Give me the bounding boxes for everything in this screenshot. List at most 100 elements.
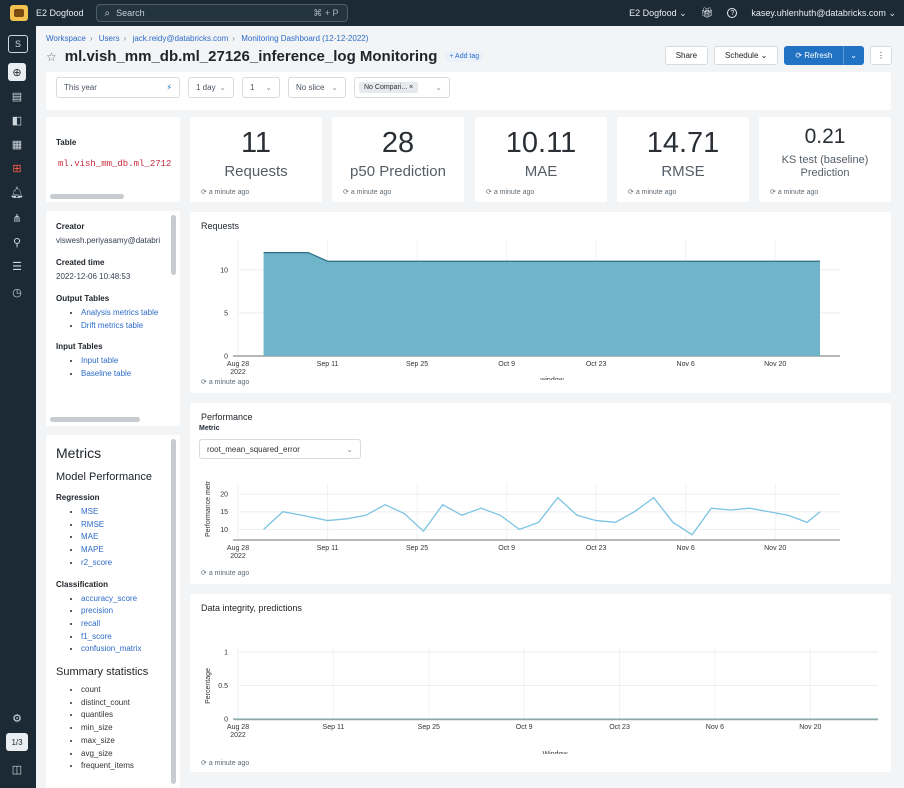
main-content: Workspace › Users › jack.reidy@databricks.… (36, 26, 904, 788)
y-tick-label: 1 (224, 650, 228, 657)
workspace-switcher[interactable]: E2 Dogfood ⌄ (629, 7, 687, 18)
chevron-down-icon: ⌄ (760, 51, 768, 60)
granularity-select[interactable]: 1 day ⌄ (188, 77, 234, 98)
list-item: min_size (81, 722, 174, 735)
metrics-title: Metrics (56, 445, 102, 461)
x-tick-label: Nov 6 (677, 361, 695, 368)
breadcrumb-users[interactable]: Users (98, 34, 120, 43)
share-button[interactable]: Share (664, 46, 709, 65)
list-item[interactable]: Analysis metrics table (81, 307, 174, 320)
alerts-icon[interactable]: 🔔︎ (10, 186, 24, 199)
list-item[interactable]: Input table (81, 355, 174, 368)
date-range-value: This year (64, 83, 97, 92)
regression-label: Regression (56, 493, 100, 502)
recents-icon[interactable]: ◧ (11, 114, 23, 127)
vertical-scrollbar[interactable] (171, 439, 176, 784)
close-icon[interactable]: × (409, 84, 414, 91)
integrity-chart-title: Data integrity, predictions (201, 603, 302, 613)
kpi-requests: 11 Requests ⟳ a minute ago (190, 117, 322, 202)
input-tables-label: Input Tables (56, 342, 103, 352)
settings-icon[interactable]: ⚙ (12, 712, 22, 725)
list-item[interactable]: precision (81, 605, 174, 618)
compute-icon[interactable]: ⚲ (12, 236, 22, 249)
y-tick-label: 0 (224, 354, 228, 361)
header-actions: Share Schedule ⌄ ⟳ Refresh ⌄ ⋮ (664, 46, 892, 65)
list-item[interactable]: MAE (81, 531, 174, 544)
refresh-icon: ⟳ (795, 51, 803, 60)
collapse-sidebar-icon[interactable]: ◫ (11, 763, 23, 776)
search-input[interactable]: ⌕ Search ⌘ + P (95, 4, 348, 22)
kpi-updated: ⟳ a minute ago (343, 189, 392, 196)
filter-bar: This year ⚡︎ 1 day ⌄ 1 ⌄ No slice ⌄ No Comp… (46, 72, 891, 110)
workspace-folder-icon[interactable]: ▤ (11, 90, 23, 103)
x-tick-label: Sep 25 (418, 724, 440, 731)
list-item[interactable]: Baseline table (81, 368, 174, 381)
list-item[interactable]: MAPE (81, 544, 174, 557)
y-tick-label: 5 (224, 310, 228, 317)
comparison-select[interactable]: No Compari... × ⌄ (354, 77, 450, 98)
integrity-chart-card: Data integrity, predictions 1 0.5 0 Aug 28 2… (190, 594, 891, 772)
kpi-rmse: 14.71 RMSE ⟳ a minute ago (617, 117, 749, 202)
list-item[interactable]: MSE (81, 506, 174, 519)
data-icon[interactable]: ▦ (11, 138, 23, 151)
schedule-button[interactable]: Schedule ⌄ (714, 46, 779, 65)
page-header: ☆ ml.vish_mm_db.ml_27126_inference_log M… (46, 48, 484, 65)
breadcrumb-workspace[interactable]: Workspace (46, 34, 86, 43)
dashboards-icon[interactable]: ⊞ (12, 162, 22, 175)
user-menu[interactable]: kasey.uhlenhuth@databricks.com ⌄ (751, 7, 896, 18)
add-tag-button[interactable]: + Add tag (445, 51, 484, 62)
queries-icon[interactable]: ☰ (12, 260, 22, 273)
y-tick-label: 0.5 (218, 683, 228, 690)
x-tick-label: Nov 20 (764, 361, 786, 368)
app-name: E2 Dogfood (36, 8, 84, 18)
workflows-icon[interactable]: ⋔ (12, 212, 22, 225)
refresh-options-button[interactable]: ⌄ (843, 46, 864, 65)
search-icon: ⌕ (104, 7, 111, 19)
list-item[interactable]: f1_score (81, 631, 174, 644)
kpi-updated: ⟳ a minute ago (770, 189, 819, 196)
date-range-picker[interactable]: This year ⚡︎ (56, 77, 180, 98)
more-options-button[interactable]: ⋮ (870, 46, 892, 65)
history-icon[interactable]: ◷ (12, 286, 22, 299)
horizontal-scrollbar[interactable] (50, 194, 124, 199)
x-tick-label: Sep 11 (317, 545, 339, 552)
x-tick-label: Sep 11 (317, 361, 339, 368)
metric-select[interactable]: root_mean_squared_error ⌄ (199, 439, 361, 459)
list-item[interactable]: r2_score (81, 557, 174, 570)
x-tick-label: Aug 28 (227, 361, 249, 368)
search-shortcut: ⌘ + P (313, 7, 339, 18)
creator-value: viswesh.periyasamy@databri (56, 236, 161, 245)
slice-select[interactable]: No slice ⌄ (288, 77, 346, 98)
list-item[interactable]: Drift metrics table (81, 320, 174, 333)
metric-label: Metric (199, 425, 220, 432)
slice-value-select[interactable]: 1 ⌄ (242, 77, 280, 98)
summary-list: count distinct_count quantiles min_size … (56, 684, 174, 773)
list-item[interactable]: recall (81, 618, 174, 631)
x-tick-label: Aug 28 (227, 545, 249, 552)
comparison-chip: No Compari... × (359, 82, 419, 93)
workspace-icon[interactable]: S (8, 35, 28, 53)
page-indicator[interactable]: 1/3 (6, 733, 28, 751)
breadcrumb-user[interactable]: jack.reidy@databricks.com (132, 34, 229, 43)
top-bar: E2 Dogfood ⌕ Search ⌘ + P E2 Dogfood ⌄ 🎁… (0, 0, 904, 26)
list-item[interactable]: confusion_matrix (81, 643, 174, 656)
help-icon[interactable]: ? (727, 8, 738, 18)
vertical-scrollbar[interactable] (171, 215, 176, 275)
input-tables-list: Input table Baseline table (56, 355, 174, 380)
create-icon[interactable]: ⊕ (8, 63, 26, 81)
x-tick-label: 2022 (230, 369, 246, 376)
list-item[interactable]: RMSE (81, 519, 174, 532)
classification-list: accuracy_score precision recall f1_score… (56, 593, 174, 657)
x-tick-label: Nov 20 (799, 724, 821, 731)
list-item: frequent_items (81, 760, 174, 773)
star-icon[interactable]: ☆ (46, 49, 57, 64)
list-item[interactable]: accuracy_score (81, 593, 174, 606)
breadcrumb-dashboard[interactable]: Monitoring Dashboard (12-12-2022) (241, 34, 369, 43)
refresh-button[interactable]: ⟳ Refresh (784, 46, 844, 65)
horizontal-scrollbar[interactable] (50, 417, 140, 422)
x-tick-label: Oct 9 (498, 545, 515, 552)
chevron-down-icon: ⌄ (346, 444, 353, 454)
gift-icon[interactable]: 🎁︎ (700, 7, 714, 19)
app-logo[interactable] (10, 5, 28, 21)
